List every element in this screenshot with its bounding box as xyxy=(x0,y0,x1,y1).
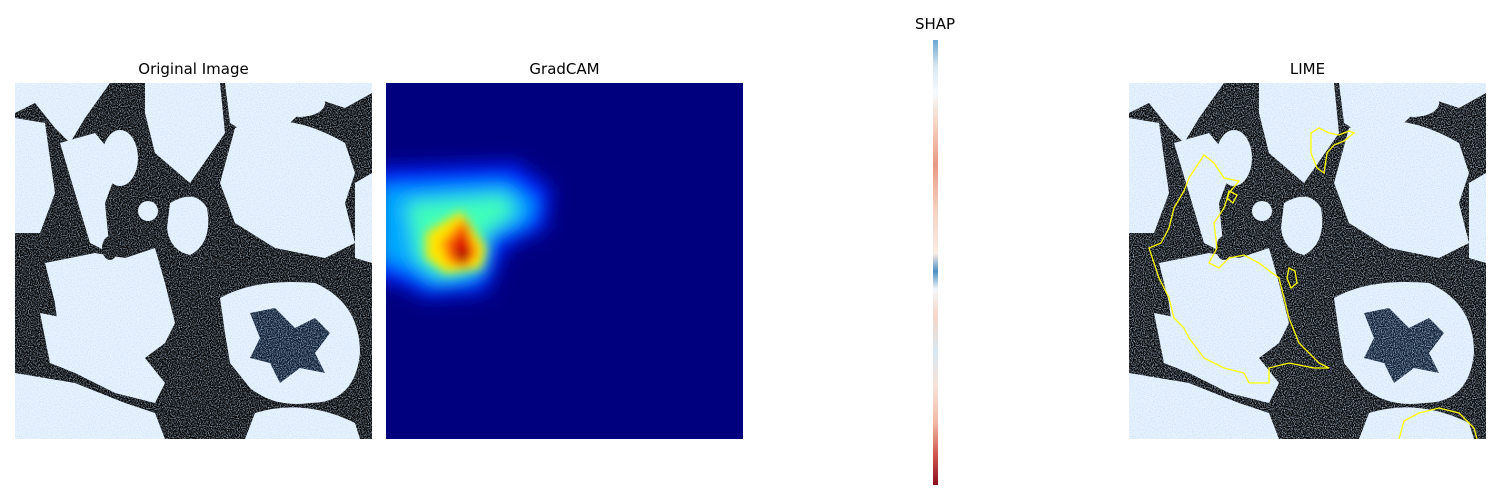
original-image-title: Original Image xyxy=(138,60,249,78)
lime-title: LIME xyxy=(1289,60,1326,78)
gradcam-heatmap xyxy=(386,83,743,439)
shap-attribution-strip xyxy=(933,40,938,485)
lime-boundary xyxy=(1148,127,1478,439)
gradcam-title: GradCAM xyxy=(529,60,600,78)
lime-explanation xyxy=(1129,83,1486,439)
shap-title: SHAP xyxy=(914,15,956,33)
original-image xyxy=(15,83,372,439)
